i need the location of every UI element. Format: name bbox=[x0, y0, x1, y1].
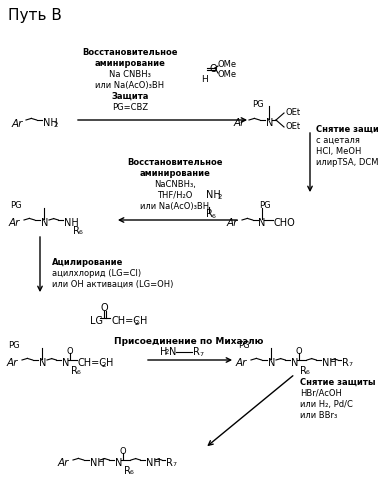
Text: CH=CH: CH=CH bbox=[111, 316, 147, 326]
Text: O: O bbox=[120, 447, 126, 456]
Text: PG: PG bbox=[252, 99, 263, 108]
Text: с ацеталя: с ацеталя bbox=[316, 136, 360, 145]
Text: OEt: OEt bbox=[285, 121, 300, 131]
Text: 6: 6 bbox=[306, 370, 310, 376]
Text: 7: 7 bbox=[199, 351, 203, 356]
Text: Ar: Ar bbox=[227, 218, 239, 228]
Text: N: N bbox=[169, 347, 177, 357]
Text: Ацилирование: Ацилирование bbox=[52, 258, 123, 267]
Text: Ar: Ar bbox=[9, 218, 20, 228]
Text: OEt: OEt bbox=[285, 107, 300, 116]
Text: PG: PG bbox=[10, 202, 22, 211]
Text: R: R bbox=[166, 458, 173, 468]
Text: N: N bbox=[258, 218, 265, 228]
Text: или OH активация (LG=OH): или OH активация (LG=OH) bbox=[52, 280, 174, 289]
Text: Присоединение по Михаэлю: Присоединение по Михаэлю bbox=[114, 337, 264, 346]
Text: R: R bbox=[124, 466, 131, 476]
Text: NH: NH bbox=[322, 358, 337, 368]
Text: PG=CBZ: PG=CBZ bbox=[112, 103, 148, 112]
Text: O: O bbox=[296, 346, 302, 355]
Text: Na CNBH₃: Na CNBH₃ bbox=[109, 70, 151, 79]
Text: N: N bbox=[62, 358, 70, 368]
Text: R: R bbox=[206, 209, 213, 219]
Text: NH: NH bbox=[206, 190, 221, 200]
Text: Ar: Ar bbox=[236, 358, 247, 368]
Text: O: O bbox=[100, 303, 108, 313]
Text: PG: PG bbox=[238, 341, 249, 350]
Text: NH: NH bbox=[64, 218, 79, 228]
Text: N: N bbox=[41, 218, 48, 228]
Text: 6: 6 bbox=[79, 231, 83, 236]
Text: или Na(AcO)₃BH: или Na(AcO)₃BH bbox=[141, 202, 209, 211]
Text: 2: 2 bbox=[135, 320, 139, 326]
Text: 6: 6 bbox=[130, 471, 134, 476]
Text: CHO: CHO bbox=[274, 218, 296, 228]
Text: PG: PG bbox=[259, 202, 271, 211]
Text: 6: 6 bbox=[212, 214, 216, 219]
Text: Снятие защиты: Снятие защиты bbox=[300, 378, 375, 387]
Text: Ar: Ar bbox=[234, 118, 245, 128]
Text: Защита: Защита bbox=[111, 92, 149, 101]
Text: аминирование: аминирование bbox=[139, 169, 211, 178]
Text: или BBr₃: или BBr₃ bbox=[300, 411, 337, 420]
Text: Путь В: Путь В bbox=[8, 8, 62, 23]
Text: Восстановительное: Восстановительное bbox=[127, 158, 223, 167]
Text: H: H bbox=[201, 75, 208, 84]
Text: OMe: OMe bbox=[218, 59, 237, 68]
Text: THF/H₂O: THF/H₂O bbox=[157, 191, 193, 200]
Text: PG: PG bbox=[8, 341, 20, 350]
Text: аминирование: аминирование bbox=[94, 59, 166, 68]
Text: 7: 7 bbox=[348, 362, 352, 367]
Text: R: R bbox=[71, 366, 78, 376]
Text: H: H bbox=[160, 347, 167, 357]
Text: Ar: Ar bbox=[7, 358, 19, 368]
Text: 2: 2 bbox=[54, 122, 58, 128]
Text: HBr/AcOH: HBr/AcOH bbox=[300, 389, 342, 398]
Text: CH=CH: CH=CH bbox=[78, 358, 115, 368]
Text: O: O bbox=[67, 346, 73, 355]
Text: NH: NH bbox=[43, 118, 58, 128]
Text: ацилхлорид (LG=Cl): ацилхлорид (LG=Cl) bbox=[52, 269, 141, 278]
Text: OMe: OMe bbox=[218, 69, 237, 78]
Text: Ar: Ar bbox=[12, 119, 23, 129]
Text: N: N bbox=[39, 358, 46, 368]
Text: N: N bbox=[268, 358, 276, 368]
Text: 2: 2 bbox=[165, 349, 169, 355]
Text: или Na(AcO)₃BH: или Na(AcO)₃BH bbox=[95, 81, 164, 90]
Text: 2: 2 bbox=[218, 194, 222, 200]
Text: HCl, MeOH: HCl, MeOH bbox=[316, 147, 361, 156]
Text: 2: 2 bbox=[102, 362, 106, 368]
Text: R: R bbox=[300, 366, 307, 376]
Text: NH: NH bbox=[90, 458, 105, 468]
Text: 6: 6 bbox=[77, 370, 81, 376]
Text: Восстановительное: Восстановительное bbox=[82, 48, 178, 57]
Text: NH: NH bbox=[146, 458, 161, 468]
Text: Ar: Ar bbox=[58, 458, 70, 468]
Text: или H₂, Pd/C: или H₂, Pd/C bbox=[300, 400, 353, 409]
Text: 7: 7 bbox=[172, 463, 176, 468]
Text: илиpTSA, DCM: илиpTSA, DCM bbox=[316, 158, 378, 167]
Text: LG: LG bbox=[90, 316, 103, 326]
Text: N: N bbox=[291, 358, 298, 368]
Text: R: R bbox=[193, 347, 200, 357]
Text: Снятие защиты: Снятие защиты bbox=[316, 125, 378, 134]
Text: N: N bbox=[266, 118, 273, 128]
Text: R: R bbox=[342, 358, 349, 368]
Text: O: O bbox=[210, 64, 218, 74]
Text: NaCNBH₃,: NaCNBH₃, bbox=[154, 180, 196, 189]
Text: N: N bbox=[115, 458, 122, 468]
Text: R: R bbox=[73, 226, 80, 236]
